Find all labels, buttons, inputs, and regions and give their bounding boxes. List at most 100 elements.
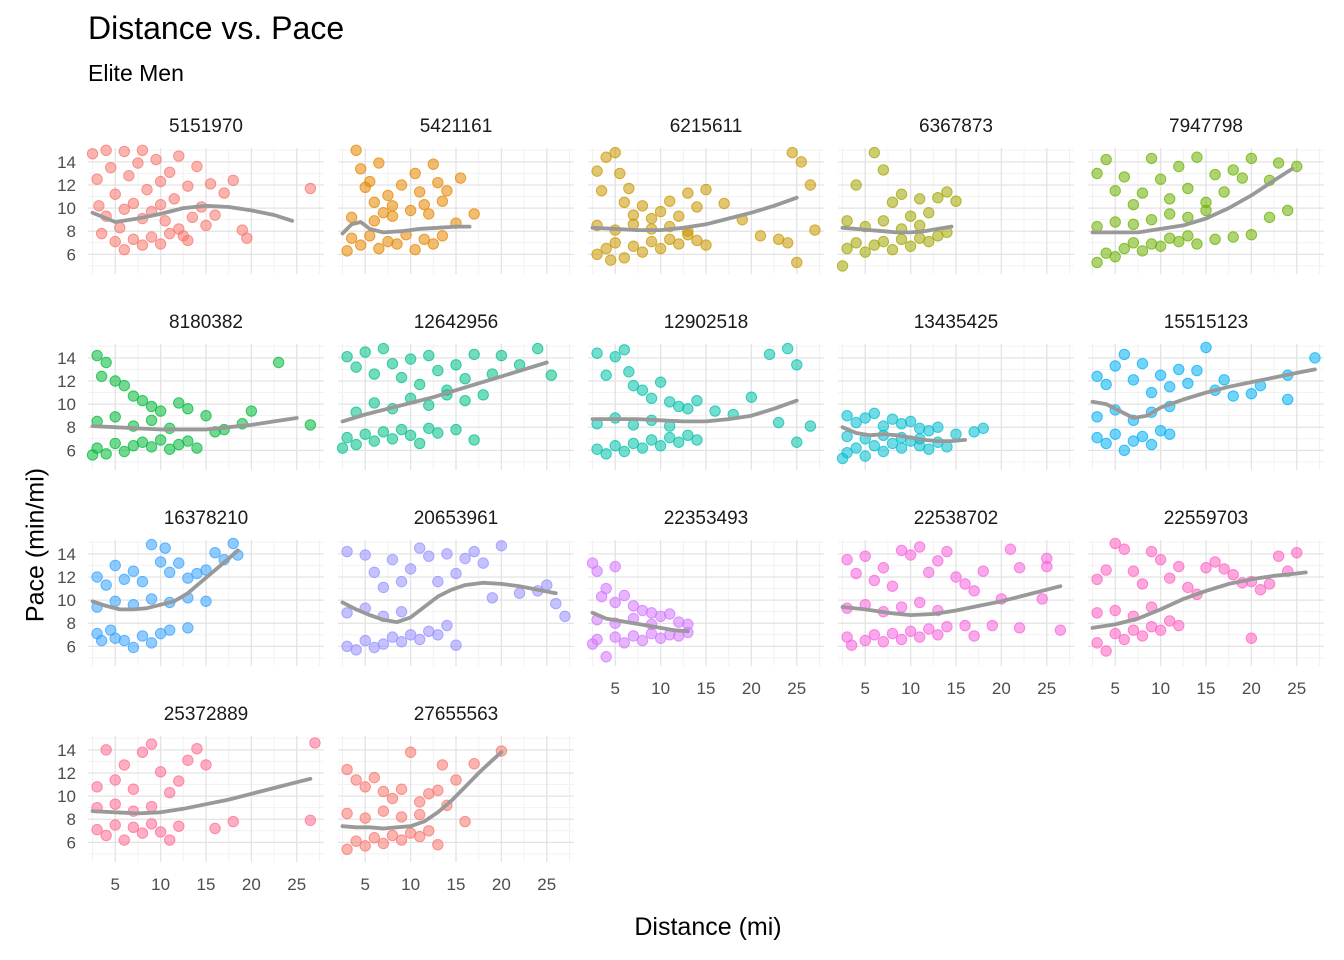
data-point: [173, 775, 185, 787]
data-point: [1054, 624, 1067, 636]
data-point: [541, 579, 553, 591]
facet-panel: 6367873: [836, 116, 1074, 274]
data-point: [350, 774, 362, 786]
data-point: [932, 555, 944, 567]
data-point: [1136, 357, 1149, 370]
data-point: [432, 629, 444, 641]
data-point: [413, 633, 426, 646]
data-point: [200, 595, 212, 607]
facet-panel: 22559703 5 10 15 20 25: [1088, 508, 1324, 698]
data-point: [673, 210, 685, 222]
data-point: [454, 172, 467, 184]
data-point: [1136, 630, 1149, 642]
data-point: [673, 238, 685, 250]
data-point: [91, 823, 103, 836]
data-point: [618, 445, 631, 458]
data-point: [1013, 562, 1026, 574]
data-point: [1136, 578, 1149, 590]
trend-line: [340, 220, 472, 236]
data-point: [432, 427, 444, 439]
y-tick-label: 10: [57, 199, 76, 218]
data-point: [182, 754, 194, 766]
data-point: [627, 379, 640, 392]
data-point: [364, 175, 376, 188]
data-point: [127, 821, 140, 834]
data-point: [450, 423, 462, 436]
data-point: [859, 412, 871, 424]
data-point: [272, 356, 285, 369]
data-point: [550, 597, 562, 610]
data-point: [718, 197, 730, 210]
trend-line: [840, 425, 967, 443]
data-point: [1118, 444, 1131, 457]
data-point: [895, 633, 908, 646]
x-tick-label: 10: [1151, 679, 1170, 698]
data-point: [1127, 435, 1140, 447]
data-point: [91, 173, 103, 185]
trend-line: [1090, 166, 1295, 235]
data-point: [413, 186, 426, 198]
data-point: [841, 242, 853, 255]
data-point: [663, 195, 676, 207]
data-point: [136, 575, 149, 588]
data-point: [495, 540, 508, 552]
data-point: [154, 238, 167, 250]
x-tick-label: 5: [860, 679, 869, 698]
data-point: [395, 575, 408, 588]
data-point: [904, 240, 917, 252]
data-point: [1041, 560, 1053, 573]
chart-title: Distance vs. Pace: [88, 10, 345, 46]
data-point: [441, 548, 453, 560]
data-point: [1163, 615, 1176, 627]
data-point: [1173, 619, 1185, 632]
trend-line: [590, 610, 690, 634]
data-point: [173, 820, 185, 832]
data-point: [154, 826, 167, 838]
data-point: [100, 744, 112, 756]
data-point: [459, 372, 471, 385]
data-point: [932, 629, 944, 641]
data-point: [1109, 250, 1121, 263]
data-point: [591, 633, 603, 646]
data-point: [373, 157, 385, 169]
facet-label: 6215611: [670, 116, 743, 137]
data-point: [304, 182, 317, 195]
x-tick-label: 20: [242, 875, 261, 894]
data-point: [1100, 153, 1112, 166]
data-point: [359, 781, 371, 793]
data-point: [423, 399, 435, 411]
data-point: [200, 564, 212, 576]
x-tick-label: 20: [1242, 679, 1261, 698]
data-point: [468, 434, 480, 446]
data-point: [700, 183, 712, 196]
data-point: [1091, 431, 1103, 444]
data-point: [432, 364, 444, 377]
data-point: [395, 179, 408, 191]
data-point: [923, 623, 935, 635]
data-point: [182, 234, 194, 247]
facet-panel: 25372889 6 8 10 12 14 5 10 15 20 25: [57, 704, 324, 894]
data-point: [986, 619, 999, 632]
data-point: [932, 421, 944, 433]
data-point: [395, 371, 408, 384]
data-point: [477, 389, 489, 401]
facet-label: 7947798: [1169, 116, 1243, 137]
data-point: [427, 158, 440, 170]
data-point: [654, 376, 667, 388]
data-point: [377, 342, 390, 355]
data-point: [154, 175, 167, 188]
data-point: [609, 560, 621, 573]
data-point: [859, 550, 871, 562]
data-point: [1127, 624, 1140, 636]
y-tick-label: 6: [67, 441, 76, 460]
data-point: [1209, 233, 1221, 246]
data-point: [100, 579, 112, 591]
data-point: [136, 827, 149, 839]
data-point: [923, 207, 935, 219]
y-tick-label: 8: [67, 614, 76, 633]
data-point: [359, 346, 371, 358]
data-point: [645, 212, 658, 225]
trend-line: [590, 398, 799, 424]
data-point: [627, 419, 640, 431]
data-point: [804, 179, 817, 191]
